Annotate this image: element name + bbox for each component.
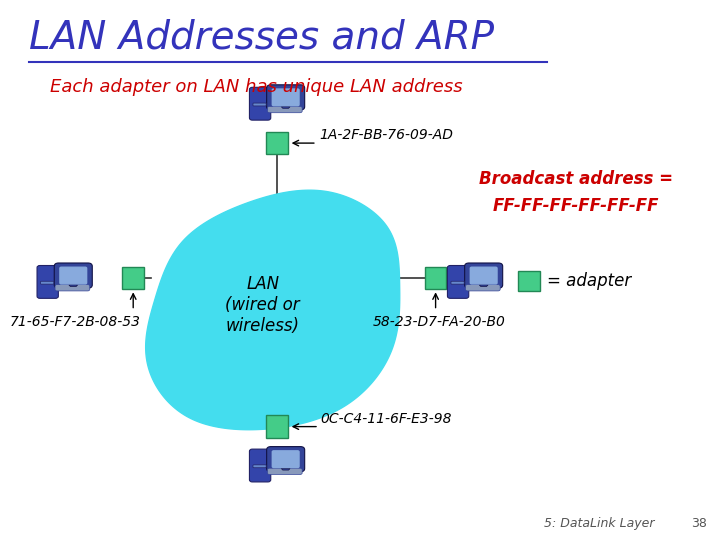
FancyBboxPatch shape	[37, 266, 58, 298]
FancyBboxPatch shape	[465, 285, 500, 291]
Polygon shape	[480, 285, 488, 286]
FancyBboxPatch shape	[470, 267, 497, 284]
FancyBboxPatch shape	[272, 89, 299, 106]
FancyBboxPatch shape	[54, 263, 92, 288]
FancyBboxPatch shape	[266, 415, 288, 438]
Text: 5: DataLink Layer: 5: DataLink Layer	[544, 517, 654, 530]
FancyBboxPatch shape	[122, 267, 144, 289]
Text: FF-FF-FF-FF-FF-FF: FF-FF-FF-FF-FF-FF	[492, 197, 660, 215]
Text: Each adapter on LAN has unique LAN address: Each adapter on LAN has unique LAN addre…	[50, 78, 463, 96]
FancyBboxPatch shape	[266, 85, 305, 110]
Text: 58-23-D7-FA-20-B0: 58-23-D7-FA-20-B0	[373, 315, 505, 329]
Text: 1A-2F-BB-76-09-AD: 1A-2F-BB-76-09-AD	[319, 128, 453, 142]
FancyBboxPatch shape	[40, 281, 54, 284]
Text: LAN Addresses and ARP: LAN Addresses and ARP	[29, 19, 494, 57]
FancyBboxPatch shape	[425, 267, 446, 289]
FancyBboxPatch shape	[267, 106, 302, 113]
Polygon shape	[282, 107, 290, 108]
FancyBboxPatch shape	[249, 87, 271, 120]
Polygon shape	[145, 190, 400, 430]
Text: LAN
(wired or
wireless): LAN (wired or wireless)	[225, 275, 300, 335]
FancyBboxPatch shape	[464, 263, 503, 288]
FancyBboxPatch shape	[267, 468, 302, 475]
FancyBboxPatch shape	[447, 266, 469, 298]
FancyBboxPatch shape	[55, 285, 90, 291]
FancyBboxPatch shape	[60, 267, 86, 284]
Text: 71-65-F7-2B-08-53: 71-65-F7-2B-08-53	[10, 315, 141, 329]
Text: 0C-C4-11-6F-E3-98: 0C-C4-11-6F-E3-98	[320, 411, 452, 426]
Text: Broadcast address =: Broadcast address =	[479, 170, 673, 188]
FancyBboxPatch shape	[518, 271, 540, 291]
Text: 38: 38	[691, 517, 707, 530]
FancyBboxPatch shape	[266, 132, 288, 154]
FancyBboxPatch shape	[266, 447, 305, 472]
FancyBboxPatch shape	[272, 451, 299, 468]
FancyBboxPatch shape	[253, 465, 266, 468]
Polygon shape	[282, 469, 290, 470]
FancyBboxPatch shape	[451, 281, 464, 284]
FancyBboxPatch shape	[249, 449, 271, 482]
FancyBboxPatch shape	[253, 103, 266, 106]
Text: = adapter: = adapter	[547, 272, 631, 290]
Polygon shape	[69, 285, 78, 286]
